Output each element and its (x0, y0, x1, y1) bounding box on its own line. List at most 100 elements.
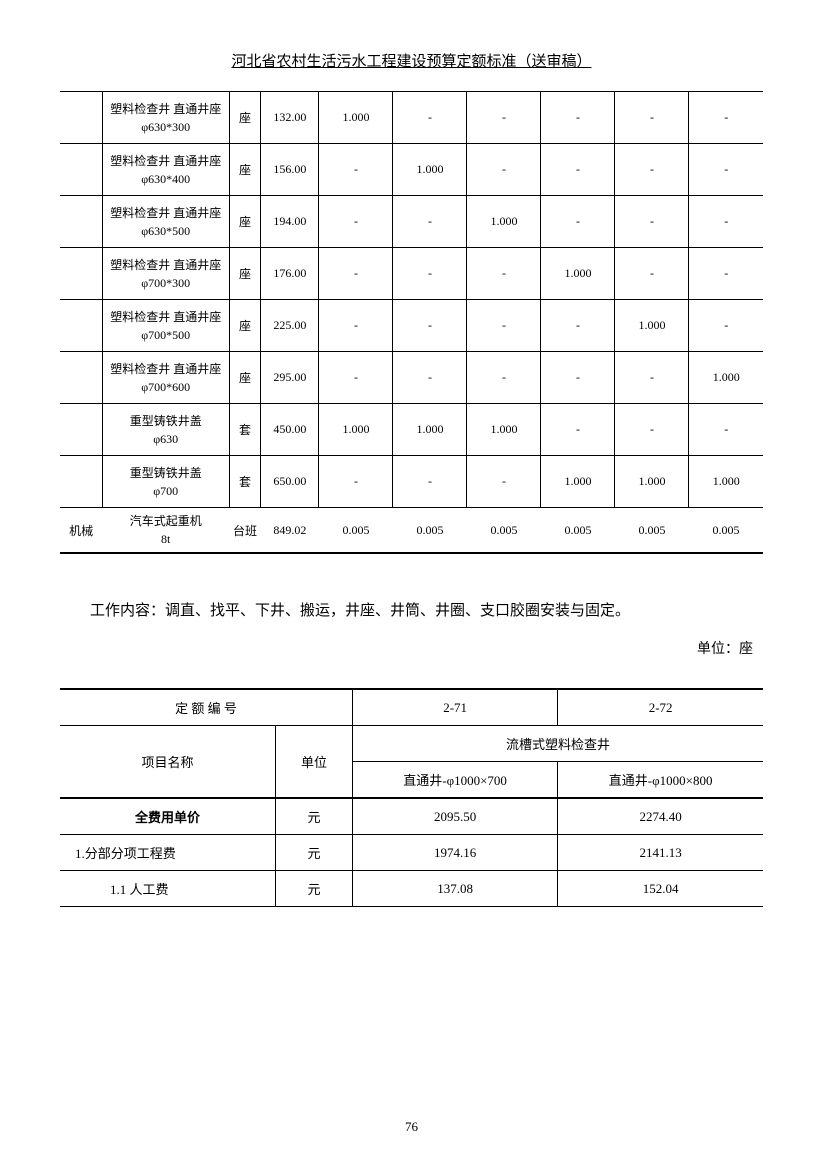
price-cell: 225.00 (261, 300, 319, 352)
category-header: 流槽式塑料检查井 (352, 726, 763, 762)
value-cell: - (615, 352, 689, 404)
value-cell: - (689, 248, 763, 300)
value-cell: - (689, 92, 763, 144)
page-number: 76 (0, 1119, 823, 1135)
value-cell: - (467, 92, 541, 144)
value-cell: - (319, 248, 393, 300)
value-cell: 0.005 (319, 508, 393, 554)
value-cell: - (319, 456, 393, 508)
value-cell: 1.000 (541, 248, 615, 300)
value-cell: - (393, 352, 467, 404)
value-cell: - (615, 196, 689, 248)
value-cell: - (615, 404, 689, 456)
value-cell: 1.000 (393, 144, 467, 196)
price-cell: 194.00 (261, 196, 319, 248)
row-value: 1974.16 (352, 835, 557, 871)
value-cell: - (541, 92, 615, 144)
value-cell: - (393, 248, 467, 300)
value-cell: - (615, 92, 689, 144)
item-name-cell: 塑料检查井 直通井座φ700*300 (102, 248, 229, 300)
category-cell (60, 92, 102, 144)
item-name-cell: 重型铸铁井盖φ700 (102, 456, 229, 508)
row-value: 2095.50 (352, 798, 557, 835)
item-name-cell: 塑料检查井 直通井座φ700*500 (102, 300, 229, 352)
price-cell: 176.00 (261, 248, 319, 300)
value-cell: 1.000 (467, 404, 541, 456)
quota-code-label: 定 额 编 号 (60, 689, 352, 726)
unit-cell: 座 (229, 300, 261, 352)
subcategory-2: 直通井-φ1000×800 (558, 762, 763, 799)
quota-code-2: 2-72 (558, 689, 763, 726)
unit-cell: 座 (229, 144, 261, 196)
row-unit: 元 (276, 835, 353, 871)
category-cell (60, 248, 102, 300)
category-cell (60, 352, 102, 404)
unit-cell: 座 (229, 352, 261, 404)
unit-cell: 座 (229, 92, 261, 144)
price-cell: 849.02 (261, 508, 319, 554)
unit-cell: 台班 (229, 508, 261, 554)
unit-header: 单位 (276, 726, 353, 799)
value-cell: 0.005 (615, 508, 689, 554)
value-cell: - (689, 196, 763, 248)
item-name-cell: 塑料检查井 直通井座φ700*600 (102, 352, 229, 404)
item-name-cell: 汽车式起重机8t (102, 508, 229, 554)
value-cell: - (689, 144, 763, 196)
item-name-cell: 塑料检查井 直通井座φ630*400 (102, 144, 229, 196)
material-table: 塑料检查井 直通井座φ630*300座132.001.000-----塑料检查井… (60, 91, 763, 554)
value-cell: - (615, 144, 689, 196)
value-cell: - (467, 352, 541, 404)
value-cell: - (689, 300, 763, 352)
value-cell: - (319, 300, 393, 352)
quota-code-1: 2-71 (352, 689, 557, 726)
value-cell: - (319, 196, 393, 248)
value-cell: - (393, 300, 467, 352)
value-cell: 1.000 (393, 404, 467, 456)
item-name-cell: 塑料检查井 直通井座φ630*300 (102, 92, 229, 144)
value-cell: - (689, 404, 763, 456)
category-cell (60, 456, 102, 508)
value-cell: 1.000 (689, 352, 763, 404)
row-unit: 元 (276, 871, 353, 907)
unit-cell: 座 (229, 248, 261, 300)
value-cell: - (541, 404, 615, 456)
row-value: 2141.13 (558, 835, 763, 871)
value-cell: - (467, 300, 541, 352)
value-cell: 1.000 (615, 456, 689, 508)
value-cell: 0.005 (467, 508, 541, 554)
category-cell (60, 300, 102, 352)
value-cell: - (541, 352, 615, 404)
value-cell: - (541, 300, 615, 352)
category-cell (60, 144, 102, 196)
value-cell: 1.000 (467, 196, 541, 248)
subcategory-1: 直通井-φ1000×700 (352, 762, 557, 799)
value-cell: - (467, 248, 541, 300)
unit-cell: 座 (229, 196, 261, 248)
category-cell: 机械 (60, 508, 102, 554)
value-cell: - (541, 196, 615, 248)
row-value: 152.04 (558, 871, 763, 907)
work-content: 工作内容：调直、找平、下井、搬运，井座、井筒、井圈、支口胶圈安装与固定。 (90, 599, 763, 623)
value-cell: 1.000 (319, 404, 393, 456)
value-cell: - (319, 144, 393, 196)
price-cell: 156.00 (261, 144, 319, 196)
item-name-label: 项目名称 (60, 726, 276, 799)
quota-table: 定 额 编 号 2-71 2-72 项目名称 单位 流槽式塑料检查井 直通井-φ… (60, 688, 763, 907)
value-cell: 1.000 (615, 300, 689, 352)
unit-label: 单位：座 (60, 638, 763, 658)
item-name-cell: 重型铸铁井盖φ630 (102, 404, 229, 456)
value-cell: 1.000 (319, 92, 393, 144)
value-cell: - (393, 196, 467, 248)
value-cell: 0.005 (393, 508, 467, 554)
value-cell: - (615, 248, 689, 300)
row-value: 137.08 (352, 871, 557, 907)
row-label: 1.1 人工费 (60, 871, 276, 907)
item-name-cell: 塑料检查井 直通井座φ630*500 (102, 196, 229, 248)
row-label: 1.分部分项工程费 (60, 835, 276, 871)
value-cell: - (319, 352, 393, 404)
unit-cell: 套 (229, 404, 261, 456)
price-cell: 450.00 (261, 404, 319, 456)
row-label: 全费用单价 (60, 798, 276, 835)
price-cell: 650.00 (261, 456, 319, 508)
value-cell: - (393, 456, 467, 508)
